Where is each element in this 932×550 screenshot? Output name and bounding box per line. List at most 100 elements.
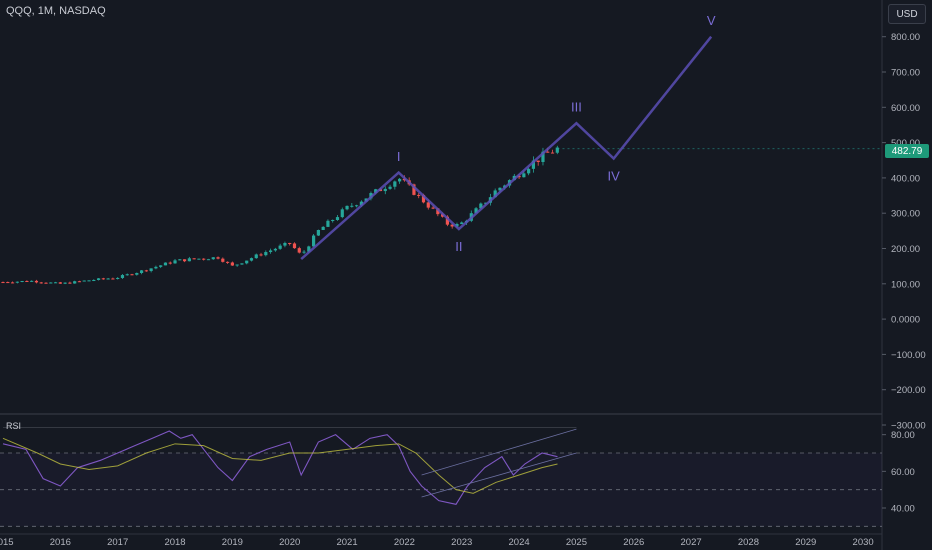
candle-body — [197, 258, 201, 260]
candle-body — [326, 220, 330, 227]
rsi-ma-line — [2, 437, 558, 494]
candle-body — [221, 258, 225, 262]
x-tick-label: 2020 — [279, 537, 300, 548]
candle-body — [335, 217, 340, 220]
candle-body — [202, 258, 206, 260]
candle-body — [493, 190, 497, 198]
rsi-label: RSI — [6, 421, 22, 431]
wave-label: III — [571, 99, 582, 114]
candle-body — [340, 209, 344, 218]
candle-body — [15, 281, 19, 283]
candle-body — [53, 282, 58, 284]
candle-body — [288, 242, 292, 244]
x-tick-label: 2022 — [394, 537, 415, 548]
candle-body — [1, 282, 5, 284]
candle-body — [92, 279, 96, 281]
candle-body — [87, 280, 91, 282]
candle-body — [455, 224, 459, 227]
candle-body — [307, 246, 311, 252]
rsi-channel-upper — [421, 428, 577, 476]
candle-body — [479, 203, 483, 209]
candle-body — [135, 273, 139, 275]
candle-body — [96, 278, 101, 280]
candle-body — [20, 280, 24, 282]
currency-button[interactable]: USD — [888, 4, 926, 24]
grid-layer — [0, 0, 883, 550]
candle-body — [245, 260, 249, 264]
y-tick-label: 0.0000 — [891, 315, 920, 326]
wave-label: IV — [608, 168, 621, 183]
candle-body — [149, 268, 153, 272]
x-tick-label: 2025 — [566, 537, 587, 548]
x-tick-label: 2027 — [681, 537, 702, 548]
y-tick-label: 200.00 — [891, 244, 920, 255]
candle-body — [159, 265, 163, 267]
candle-body — [192, 258, 196, 260]
candle-body — [173, 260, 177, 264]
candle-body — [154, 266, 158, 269]
y-tick-label: 800.00 — [891, 32, 920, 43]
candle-body — [426, 202, 430, 208]
candle-body — [302, 251, 306, 253]
rsi-tick-label: 40.00 — [891, 504, 915, 515]
candle-body — [125, 274, 129, 276]
y-tick-label: −200.00 — [891, 385, 926, 396]
rsi-channel-lower — [421, 452, 577, 498]
candle-body — [355, 205, 359, 207]
x-tick-label: 2017 — [107, 537, 128, 548]
candle-body — [445, 216, 449, 225]
candle-body — [484, 202, 488, 204]
y-tick-label: 600.00 — [891, 103, 920, 114]
candle-body — [39, 282, 43, 284]
candle-body — [101, 278, 105, 280]
candle-body — [106, 278, 110, 280]
candle-body — [116, 277, 120, 279]
candle-body — [450, 224, 454, 227]
candle-body — [546, 151, 550, 153]
candle-body — [536, 160, 540, 163]
y-tick-label: 700.00 — [891, 68, 920, 79]
x-tick-label: 2030 — [853, 537, 874, 548]
candle-body — [30, 280, 34, 282]
x-tick-label: 2015 — [0, 537, 14, 548]
rsi-tick-label: 60.00 — [891, 467, 915, 478]
candle-body — [541, 151, 545, 163]
candle-body — [398, 178, 402, 182]
x-tick-label: 2016 — [50, 537, 71, 548]
candle-body — [292, 243, 297, 249]
candle-body — [144, 270, 148, 272]
candle-body — [187, 258, 191, 262]
x-tick-label: 2021 — [336, 537, 357, 548]
candle-body — [498, 187, 502, 191]
candle-body — [268, 250, 273, 253]
candle-body — [417, 194, 421, 196]
candle-body — [383, 188, 387, 192]
x-tick-label: 2028 — [738, 537, 759, 548]
x-tick-label: 2019 — [222, 537, 243, 548]
candle-body — [182, 259, 187, 262]
candle-body — [49, 282, 53, 284]
candle-body — [527, 168, 531, 174]
candle-body — [460, 222, 464, 225]
wave-label: V — [707, 13, 716, 28]
elliott-wave-line — [300, 35, 713, 261]
rsi-line — [2, 430, 558, 505]
candle-body — [235, 264, 239, 266]
candle-body — [283, 242, 287, 246]
candle-body — [474, 208, 478, 214]
candle-body — [531, 160, 536, 169]
candle-body — [10, 282, 15, 284]
y-tick-label: 300.00 — [891, 209, 920, 220]
candle-body — [58, 282, 62, 284]
candle-body — [111, 278, 115, 280]
last-price-badge: 482.79 — [885, 144, 929, 158]
candle-body — [216, 257, 220, 259]
candle-body — [34, 280, 39, 283]
candle-body — [436, 208, 440, 215]
candle-body — [550, 152, 555, 154]
y-tick-label: −300.00 — [891, 421, 926, 432]
x-tick-label: 2023 — [451, 537, 472, 548]
candle-body — [421, 194, 426, 203]
